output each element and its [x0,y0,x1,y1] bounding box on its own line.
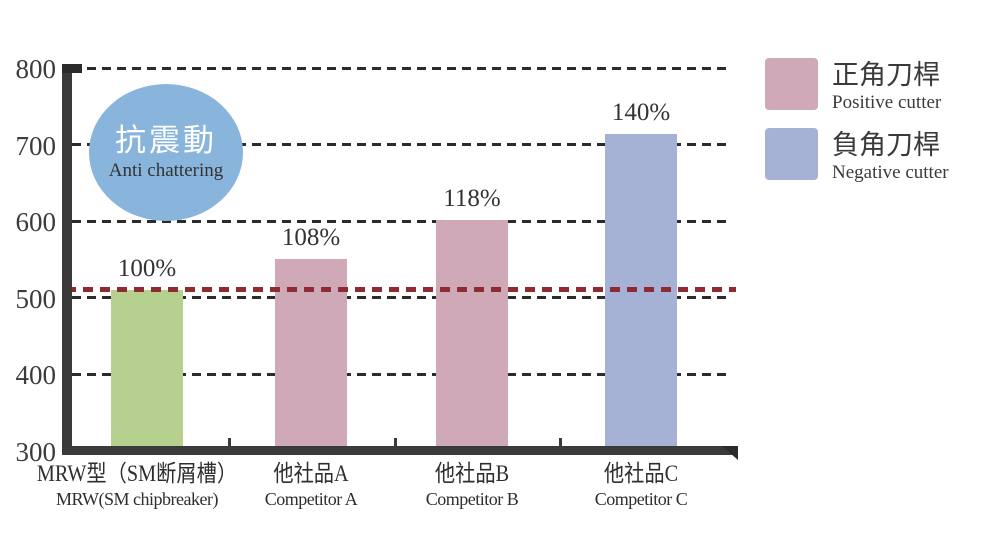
badge-subtitle: Anti chattering [108,159,224,181]
legend-item-positive-cutter: 正角刀桿 Positive cutter [765,58,941,113]
y-axis-line [62,64,72,454]
category-label-en: Competitor B [425,489,519,509]
y-axis-tick-label: 700 [15,130,57,161]
legend-label-cjk: 負角刀桿 [832,130,940,160]
category-label-competitor-b: 他社品B Competitor B [352,460,592,511]
bar-mrw [111,289,183,446]
legend-label-en: Positive cutter [832,92,942,113]
anti-chattering-badge: 抗震動 Anti chattering [89,84,243,221]
category-label-cjk: 他社品A [273,461,349,486]
bar-value-label: 140% [611,98,671,126]
gridline [72,372,727,376]
bar-competitor-b [436,219,508,446]
legend-item-negative-cutter: 負角刀桿 Negative cutter [765,128,949,183]
y-axis-tick-label: 500 [15,283,57,314]
legend-label-cjk: 正角刀桿 [832,60,940,90]
gridline [72,296,727,299]
gridline [72,66,727,70]
x-axis-tick [393,438,397,447]
legend-swatch-positive [765,58,818,110]
y-axis-top-cap [62,64,82,73]
category-label-mrw: MRW型（SM断屑槽） MRW(SM chipbreaker) [17,460,257,511]
badge-title: 抗震動 [115,122,217,158]
category-label-competitor-c: 他社品C Competitor C [521,460,761,511]
x-axis-tick [227,438,231,447]
y-axis-tick-label: 600 [15,207,57,237]
y-axis-tick-label: 800 [15,54,57,84]
x-axis-tick [558,438,562,447]
x-axis-line [62,446,734,455]
reference-line [66,287,736,293]
category-label-en: MRW(SM chipbreaker) [56,489,218,509]
category-label-en: Competitor C [594,489,688,509]
y-axis-tick-label: 300 [15,436,57,467]
gridline [72,143,727,146]
legend-swatch-negative [765,128,818,180]
category-label-competitor-a: 他社品A Competitor A [191,460,431,511]
bar-value-label: 108% [281,223,341,251]
category-label-cjk: 他社品C [603,461,679,486]
bar-value-label: 100% [117,254,177,282]
gridline [72,219,727,223]
category-label-cjk: 他社品B [434,461,510,486]
y-axis-tick-label: 400 [15,360,57,390]
category-label-en: Competitor A [264,489,358,509]
bar-value-label: 118% [443,184,501,212]
category-label-cjk: MRW型（SM断屑槽） [36,461,238,486]
legend-label-en: Negative cutter [832,162,949,183]
